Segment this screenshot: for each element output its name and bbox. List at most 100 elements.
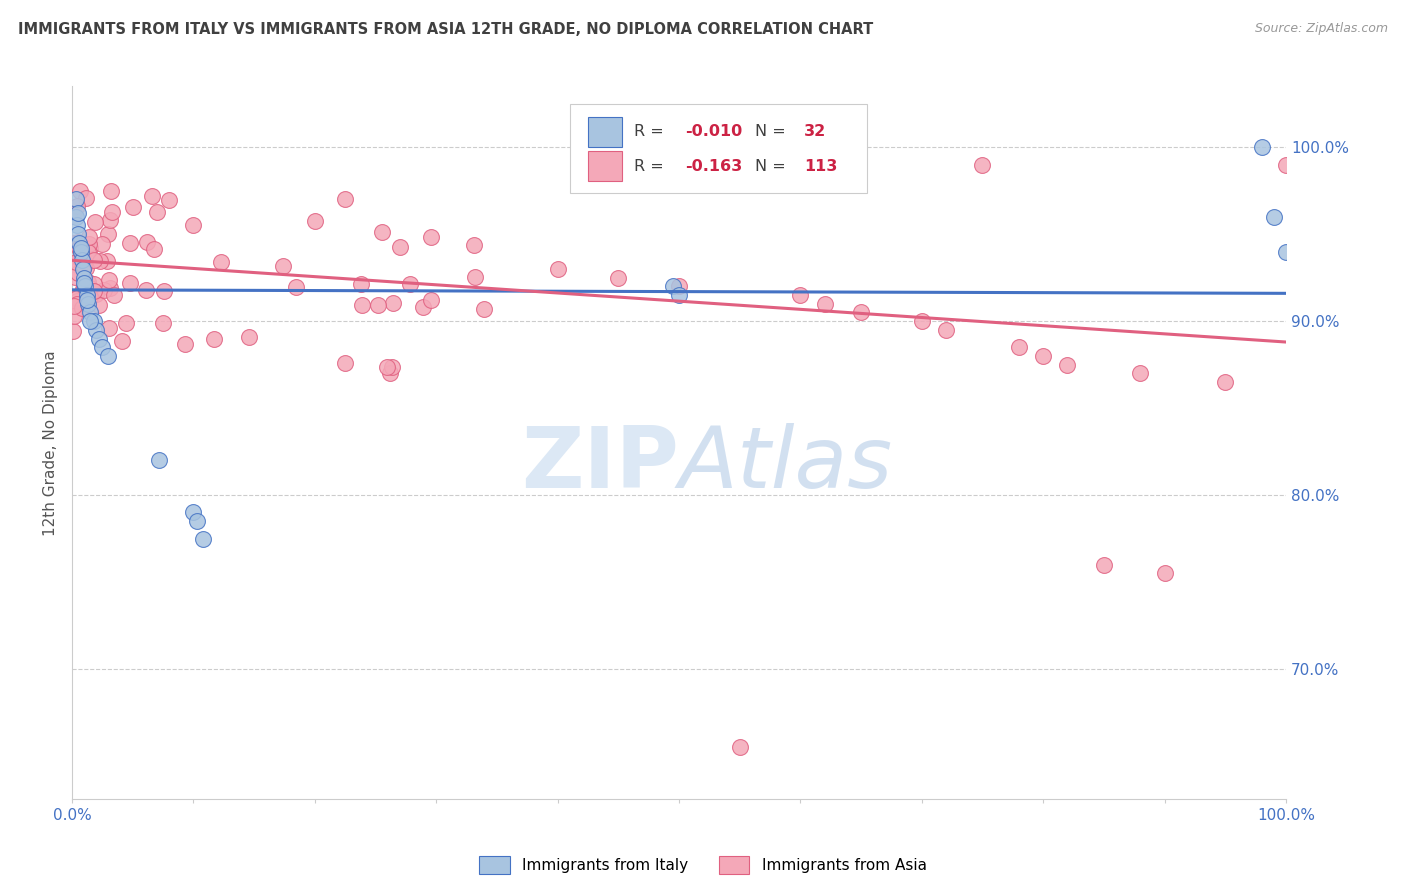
Point [83, 252, 105, 267]
Point [66, 291, 89, 305]
Point [728, 740, 751, 755]
Point [547, 262, 569, 277]
Point [87, 298, 110, 312]
Point [98, 321, 121, 335]
Point [100, 184, 122, 198]
Point [73, 270, 96, 285]
Point [69, 252, 91, 267]
Point [668, 279, 690, 293]
Point [62, 299, 84, 313]
Point [420, 293, 443, 308]
Point [84, 323, 107, 337]
Point [62, 208, 84, 222]
Point [67, 235, 90, 250]
Point [86, 287, 108, 301]
Point [238, 330, 260, 344]
Point [1263, 210, 1285, 224]
Point [69, 241, 91, 255]
Point [668, 288, 690, 302]
Point [381, 359, 404, 374]
Point [75, 279, 97, 293]
Point [173, 337, 195, 351]
Point [72, 301, 94, 316]
Point [91, 236, 114, 251]
Point [65, 269, 87, 284]
Point [76, 294, 98, 309]
Point [285, 280, 308, 294]
Point [1129, 367, 1152, 381]
Point [273, 260, 295, 274]
Point [209, 255, 232, 269]
Point [1250, 140, 1272, 154]
Text: IMMIGRANTS FROM ITALY VS IMMIGRANTS FROM ASIA 12TH GRADE, NO DIPLOMA CORRELATION: IMMIGRANTS FROM ITALY VS IMMIGRANTS FROM… [18, 22, 873, 37]
Point [77, 237, 100, 252]
Point [69, 244, 91, 259]
Point [69, 184, 91, 198]
Point [96, 253, 118, 268]
Point [72, 262, 94, 277]
Point [380, 367, 402, 381]
Point [77, 245, 100, 260]
Point [1092, 558, 1115, 572]
Point [399, 277, 422, 292]
Point [83, 284, 105, 298]
Point [93, 283, 115, 297]
Point [79, 314, 101, 328]
Point [420, 229, 443, 244]
Point [67, 206, 90, 220]
Point [141, 188, 163, 202]
Point [911, 314, 934, 328]
Point [333, 356, 356, 370]
Point [1008, 340, 1031, 354]
Point [157, 193, 180, 207]
Point [97, 227, 120, 242]
Point [412, 300, 434, 314]
Point [76, 288, 98, 302]
Point [122, 200, 145, 214]
Point [350, 277, 373, 291]
Point [1032, 349, 1054, 363]
Point [389, 240, 412, 254]
Point [97, 349, 120, 363]
Point [136, 235, 159, 249]
Point [62, 294, 84, 309]
Point [76, 298, 98, 312]
Point [73, 276, 96, 290]
Point [849, 305, 872, 319]
Point [1056, 358, 1078, 372]
Point [72, 282, 94, 296]
Point [304, 213, 326, 227]
Point [972, 158, 994, 172]
Point [77, 275, 100, 289]
Point [63, 236, 86, 251]
Point [115, 316, 138, 330]
Point [79, 242, 101, 256]
Point [98, 281, 121, 295]
Point [65, 210, 87, 224]
Point [89, 253, 111, 268]
Text: Atlas: Atlas [679, 423, 893, 506]
Point [63, 292, 86, 306]
Point [153, 284, 176, 298]
Text: N =: N = [755, 124, 792, 139]
Point [67, 227, 90, 242]
Text: N =: N = [755, 159, 792, 174]
Point [72, 252, 94, 267]
Point [66, 219, 89, 233]
Point [83, 314, 105, 328]
Text: 32: 32 [804, 124, 827, 139]
Point [83, 215, 105, 229]
Point [79, 305, 101, 319]
Y-axis label: 12th Grade, No Diploma: 12th Grade, No Diploma [44, 350, 58, 536]
Point [135, 283, 157, 297]
Point [382, 295, 405, 310]
Point [67, 242, 90, 256]
Point [100, 212, 122, 227]
Point [62, 257, 84, 271]
Point [186, 514, 208, 528]
Point [183, 506, 205, 520]
Text: Source: ZipAtlas.com: Source: ZipAtlas.com [1254, 22, 1388, 36]
Point [371, 225, 394, 239]
Point [607, 270, 630, 285]
Text: R =: R = [634, 124, 669, 139]
